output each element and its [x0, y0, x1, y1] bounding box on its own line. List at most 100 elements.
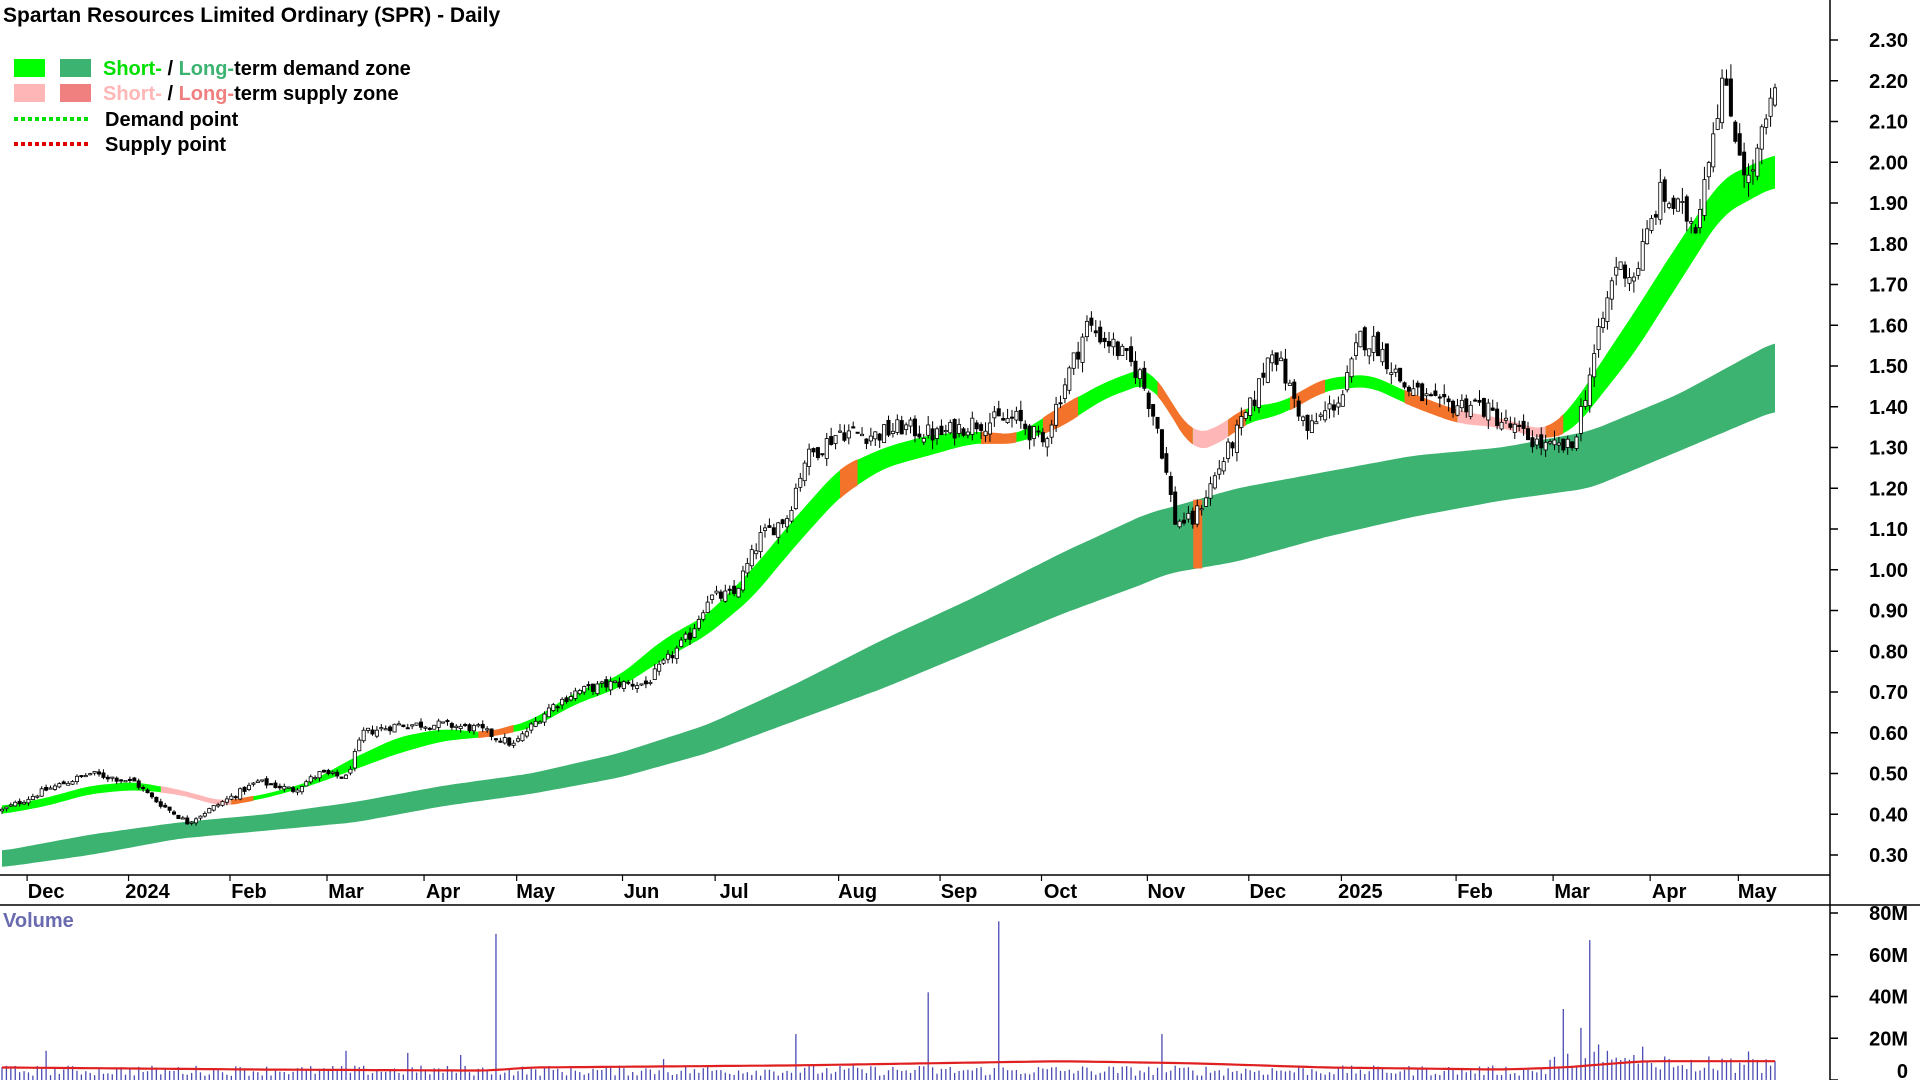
candle: [1583, 390, 1588, 410]
time-tick-label: Feb: [1457, 881, 1493, 903]
candle: [1526, 421, 1531, 441]
candle: [1305, 414, 1310, 440]
candle: [502, 733, 507, 745]
candle-body: [674, 647, 679, 659]
candle: [423, 726, 428, 731]
candle-body: [194, 818, 199, 824]
candle-body: [1345, 372, 1350, 391]
candle-body: [1415, 382, 1420, 388]
candle-body: [13, 801, 18, 807]
candle-body: [807, 448, 812, 467]
candle: [1728, 64, 1733, 118]
candle-body: [344, 774, 349, 779]
candle-body: [1675, 198, 1680, 212]
candle-body: [661, 659, 666, 664]
candle: [1252, 390, 1257, 412]
volume-tick-label: 80M: [1869, 903, 1908, 925]
candle: [1221, 457, 1226, 475]
candle-body: [1098, 326, 1103, 343]
candle: [1001, 412, 1006, 421]
candle: [1653, 210, 1658, 226]
candle-body: [163, 804, 168, 808]
candle: [1715, 104, 1720, 131]
candle-body: [1565, 438, 1570, 448]
candle: [1486, 398, 1491, 430]
candle-body: [577, 690, 582, 695]
candle-body: [701, 612, 706, 620]
candle-body: [1301, 416, 1306, 421]
price-tick-label: 2.20: [1869, 71, 1908, 93]
candle: [185, 815, 190, 825]
candle-body: [1724, 78, 1729, 86]
candle-body: [904, 424, 909, 430]
candle-body: [1067, 367, 1072, 391]
candle-body: [269, 783, 274, 786]
candle-body: [736, 587, 741, 598]
candle: [617, 677, 622, 689]
candle-body: [621, 681, 626, 689]
candle-body: [1221, 461, 1226, 472]
candle: [833, 434, 838, 450]
candle-body: [202, 813, 207, 817]
candle: [1354, 333, 1359, 360]
time-tick-label: Oct: [1044, 881, 1078, 903]
candle: [1490, 399, 1495, 412]
candle-body: [1199, 508, 1204, 511]
candle: [401, 724, 406, 728]
candle-body: [943, 430, 948, 433]
candle-body: [785, 518, 790, 528]
candle-body: [441, 721, 446, 724]
candle-body: [1314, 421, 1319, 425]
candle-body: [546, 707, 551, 718]
candle-body: [1115, 341, 1120, 357]
candle: [533, 717, 538, 728]
candle-body: [1159, 429, 1164, 459]
candle-body: [1755, 147, 1760, 177]
candle-body: [851, 426, 856, 429]
candle: [1248, 397, 1253, 421]
candle-body: [864, 438, 869, 444]
candle: [608, 676, 613, 696]
candle-body: [220, 801, 225, 806]
candle-body: [996, 408, 1001, 417]
supply-segment: [1192, 419, 1229, 449]
candle-body: [1600, 317, 1605, 328]
candle: [1473, 398, 1478, 402]
candle-body: [626, 681, 631, 684]
legend-demand-point-label: Demand point: [105, 109, 239, 131]
candle: [1371, 326, 1376, 362]
time-tick-label: Jun: [624, 881, 660, 903]
candle: [1142, 361, 1147, 391]
candle-body: [167, 806, 172, 811]
candle: [529, 721, 534, 734]
candle: [948, 419, 953, 435]
candle: [427, 726, 432, 731]
candle-body: [1592, 353, 1597, 378]
candle: [657, 660, 662, 676]
candle-body: [1102, 337, 1107, 343]
supply-segment: [160, 786, 232, 805]
candle: [745, 557, 750, 578]
candle-body: [1248, 397, 1253, 416]
candle: [30, 793, 35, 801]
candle-body: [1680, 201, 1685, 204]
candle: [458, 723, 463, 733]
supply-segment: [231, 795, 254, 805]
candle-body: [617, 681, 622, 688]
candle-body: [1226, 441, 1231, 459]
candle-body: [643, 680, 648, 685]
candle-body: [392, 723, 397, 733]
candle: [635, 682, 640, 693]
candle-body: [1182, 519, 1187, 524]
time-tick-label: Feb: [231, 881, 267, 903]
candle-body: [1508, 423, 1513, 428]
candle-body: [17, 800, 22, 805]
candle-body: [970, 417, 975, 435]
candle-body: [463, 724, 468, 727]
candle: [8, 802, 13, 807]
candle: [1270, 350, 1275, 372]
candle-body: [352, 751, 357, 769]
time-tick-label: Apr: [426, 881, 461, 903]
candle: [1062, 378, 1067, 404]
candle-body: [224, 798, 229, 803]
